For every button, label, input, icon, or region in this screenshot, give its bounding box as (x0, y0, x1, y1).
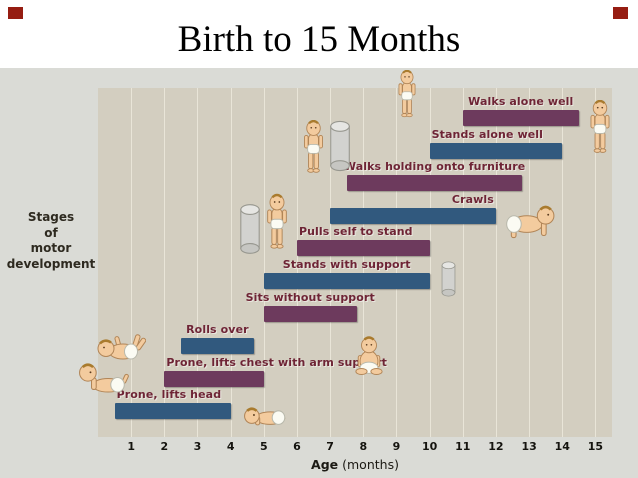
y-axis-label-line: development (6, 256, 96, 271)
gridline (495, 88, 497, 437)
x-axis-label: Age (months) (98, 457, 612, 472)
x-tick-label: 1 (127, 440, 135, 453)
gridline (263, 88, 265, 437)
milestone-label: Stands with support (282, 258, 411, 271)
corner-decoration-right (613, 7, 628, 19)
y-axis-label-line: Stages (27, 210, 75, 224)
corner-decoration-left (8, 7, 23, 19)
x-tick-label: 11 (455, 440, 471, 453)
milestone-bar (164, 370, 264, 387)
milestone-label: Prone, lifts chest with arm support (166, 355, 387, 369)
x-tick-label: 14 (554, 440, 570, 453)
gridline (363, 88, 365, 437)
walking-baby-illustration (586, 99, 614, 156)
x-tick-label: 10 (421, 440, 438, 453)
x-tick-label: 5 (259, 440, 268, 453)
baby-at-cylinder-illustration (300, 119, 327, 176)
x-tick-label: 8 (359, 440, 368, 453)
x-tick-label: 15 (587, 440, 604, 453)
milestone-bar (263, 273, 430, 289)
pulling-to-stand-baby-illustration (263, 192, 291, 254)
x-tick-label: 4 (226, 440, 235, 453)
page-title: Birth to 15 Months (177, 19, 461, 60)
y-axis-label-line: of (44, 225, 58, 240)
x-tick-label: 12 (488, 440, 504, 453)
milestone-bar (346, 175, 523, 192)
x-tick-label: 2 (160, 440, 169, 453)
milestone-bar (263, 305, 357, 322)
milestone-bar (429, 142, 563, 159)
milestone-bar (462, 110, 579, 126)
milestone-label: Walks holding onto furniture (343, 160, 526, 174)
x-tick-label: 7 (326, 440, 334, 453)
gridline (296, 88, 298, 437)
x-tick-label: 13 (521, 440, 537, 453)
cylinder-prop (238, 202, 262, 256)
gridline (230, 88, 232, 437)
gridline (562, 88, 564, 437)
gridline (529, 88, 531, 437)
gridline (131, 88, 133, 437)
milestone-label: Pulls self to stand (298, 225, 413, 239)
gridline (462, 88, 464, 437)
cylinder-prop (328, 116, 352, 176)
milestone-label: Sits without support (245, 290, 375, 304)
crawling-baby-illustration (502, 204, 556, 240)
milestone-bar (296, 240, 430, 257)
prone-baby-illustration (243, 402, 291, 428)
x-axis-label-bold: Age (311, 457, 339, 472)
prone-head-up-baby-illustration (78, 362, 130, 394)
x-axis-ticks: 1 2 3 4 5 6 7 8 9 10 11 12 13 14 15 (98, 440, 612, 454)
gridline (429, 88, 431, 437)
gridline (595, 88, 597, 437)
x-tick-label: 6 (293, 440, 301, 453)
standing-baby-illustration (394, 69, 420, 120)
rolling-baby-illustration (96, 330, 147, 363)
milestone-label: Walks alone well (468, 95, 574, 108)
gridline (197, 88, 199, 437)
milestone-label: Crawls (451, 192, 494, 206)
milestone-label: Prone, lifts head (116, 388, 222, 402)
y-axis-label: Stages of motor development (6, 210, 96, 272)
cylinder-prop (440, 260, 457, 298)
gridline (396, 88, 398, 437)
gridline (164, 88, 166, 437)
milestone-label: Rolls over (186, 323, 249, 337)
x-tick-label: 9 (392, 440, 401, 453)
milestone-bar (330, 207, 496, 224)
milestone-label: Stands alone well (431, 127, 544, 141)
milestone-bar (114, 403, 231, 420)
milestone-bar (180, 338, 254, 355)
plot-area: Walks alone well Stands alone well Walks h… (98, 88, 612, 437)
x-tick-label: 3 (193, 440, 202, 453)
gridline (330, 88, 332, 437)
y-axis-label-line: motor (30, 241, 72, 256)
sitting-baby-illustration (354, 336, 384, 377)
x-axis-label-unit: (months) (342, 457, 399, 472)
